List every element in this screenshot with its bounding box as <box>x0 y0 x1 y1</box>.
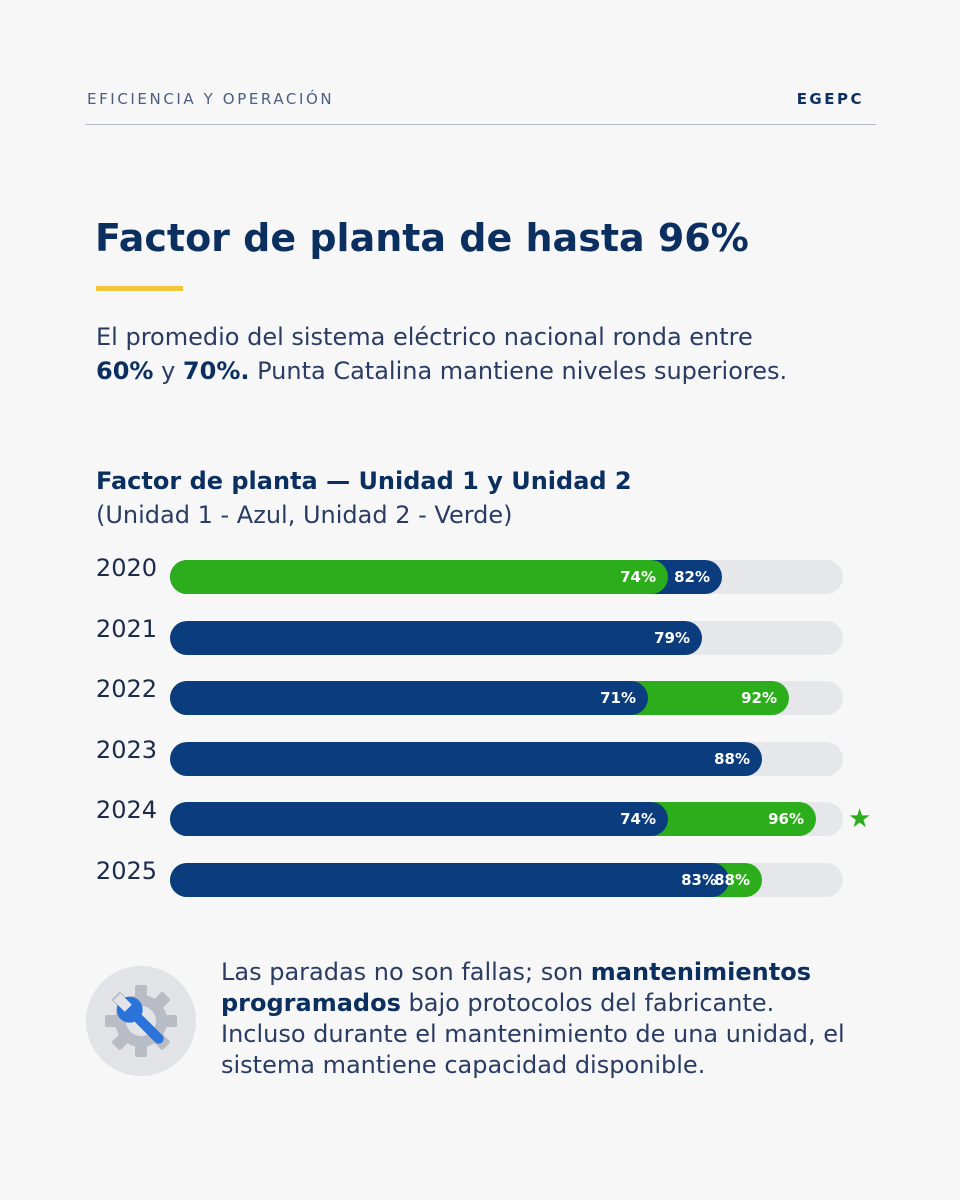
wrench-gear-icon <box>86 966 196 1076</box>
intro-text-1: El promedio del sistema eléctrico nacion… <box>96 323 753 351</box>
chart-row-2022: 2022 92% 71% <box>80 673 900 715</box>
plant-factor-chart: 2020 82% 74% 2021 79% 2022 92% 71% 2023 88% 2024 96… <box>80 552 900 912</box>
value-label-unidad-2-2020: 74% <box>620 568 656 586</box>
bar-unidad-1-2024 <box>170 802 668 836</box>
year-label-2022: 2022 <box>95 675 157 703</box>
intro-bold-1: 60% <box>96 357 154 385</box>
brand-logo: EGEPC <box>796 90 864 108</box>
header: EFICIENCIA Y OPERACIÓN EGEPC <box>85 90 876 125</box>
page-title: Factor de planta de hasta 96% <box>95 216 749 260</box>
value-label-unidad-1-2023: 88% <box>714 750 750 768</box>
value-label-unidad-1-2025: 83% <box>681 871 717 889</box>
bar-unidad-1-2022 <box>170 681 648 715</box>
value-label-unidad-1-2022: 71% <box>600 689 636 707</box>
year-label-2023: 2023 <box>95 736 157 764</box>
year-label-2021: 2021 <box>95 615 157 643</box>
bar-unidad-1-2025 <box>170 863 729 897</box>
value-label-unidad-1-2021: 79% <box>654 629 690 647</box>
chart-row-2025: 2025 88% 83% <box>80 855 900 897</box>
year-label-2020: 2020 <box>95 554 157 582</box>
year-label-2025: 2025 <box>95 857 157 885</box>
title-accent-line <box>96 286 183 291</box>
maintenance-note: Las paradas no son fallas; son mantenimi… <box>221 957 861 1081</box>
bar-track-2023: 88% <box>170 742 843 776</box>
value-label-unidad-1-2020: 82% <box>674 568 710 586</box>
value-label-unidad-2-2022: 92% <box>741 689 777 707</box>
bar-unidad-1-2023 <box>170 742 762 776</box>
note-text-1: Las paradas no son fallas; son <box>221 958 591 986</box>
bar-unidad-1-2021 <box>170 621 702 655</box>
note-text-2: bajo protocolos del fabricante. Incluso … <box>221 989 845 1079</box>
chart-subtitle: (Unidad 1 - Azul, Unidad 2 - Verde) <box>96 501 513 529</box>
chart-row-2023: 2023 88% <box>80 734 900 776</box>
value-label-unidad-2-2025: 88% <box>714 871 750 889</box>
intro-bold-2: 70%. <box>182 357 250 385</box>
value-label-unidad-1-2024: 74% <box>620 810 656 828</box>
value-label-unidad-2-2024: 96% <box>768 810 804 828</box>
chart-title: Factor de planta — Unidad 1 y Unidad 2 <box>96 467 632 495</box>
bar-track-2025: 88% 83% <box>170 863 843 897</box>
chart-row-2021: 2021 79% <box>80 613 900 655</box>
bar-unidad-2-2020 <box>170 560 668 594</box>
bar-track-2022: 92% 71% <box>170 681 843 715</box>
section-kicker: EFICIENCIA Y OPERACIÓN <box>87 90 335 108</box>
bar-track-2024: 96% 74% <box>170 802 843 836</box>
chart-row-2024: 2024 96% 74% ★ <box>80 794 900 836</box>
bar-track-2021: 79% <box>170 621 843 655</box>
note-bold-1: mantenimientos programados <box>221 958 811 1017</box>
bar-track-2020: 82% 74% <box>170 560 843 594</box>
year-label-2024: 2024 <box>95 796 157 824</box>
intro-text-2: y <box>153 357 183 385</box>
intro-text-3: Punta Catalina mantiene niveles superior… <box>249 357 788 385</box>
highlight-star-icon: ★ <box>848 804 872 834</box>
chart-row-2020: 2020 82% 74% <box>80 552 900 594</box>
intro-paragraph: El promedio del sistema eléctrico nacion… <box>96 320 816 388</box>
